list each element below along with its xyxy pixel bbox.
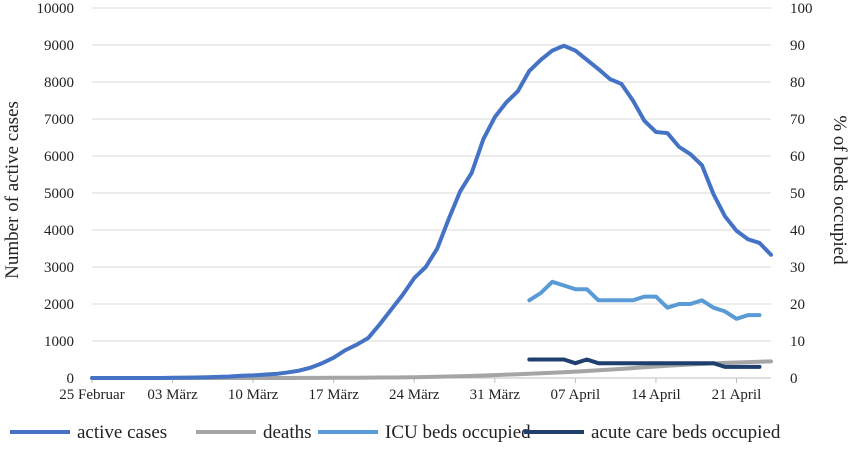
left-tick-label: 10000	[37, 1, 75, 17]
left-tick-label: 9000	[44, 38, 74, 54]
right-tick-label: 0	[790, 371, 798, 387]
x-tick-label: 25 Februar	[59, 387, 124, 403]
left-tick-label: 7000	[44, 112, 74, 128]
right-axis-title: % of beds occupied	[829, 115, 850, 265]
left-tick-label: 5000	[44, 186, 74, 202]
right-tick-label: 60	[790, 149, 805, 165]
left-tick-label: 4000	[44, 223, 74, 239]
right-tick-label: 90	[790, 38, 805, 54]
series-lines	[90, 43, 773, 380]
x-tick-label: 03 März	[147, 387, 198, 403]
legend-label: acute care beds occupied	[591, 422, 781, 443]
series-line-icu-beds-occupied	[527, 279, 762, 321]
right-tick-label: 100	[790, 1, 813, 17]
series-line-acute-care-beds-occupied	[527, 357, 762, 369]
right-tick-label: 20	[790, 297, 805, 313]
legend-label: deaths	[263, 422, 312, 443]
left-tick-label: 0	[67, 371, 75, 387]
right-axis-ticks: 0 10 20 30 40 50 60 70 80 90 100	[790, 1, 813, 387]
right-tick-label: 80	[790, 75, 805, 91]
gridlines	[92, 7, 771, 379]
x-axis-ticks: 25 Februar 03 März 10 März 17 März 24 März 31…	[59, 378, 761, 403]
x-tick-label: 17 März	[308, 387, 359, 403]
legend-label: active cases	[77, 422, 167, 443]
left-tick-label: 6000	[44, 149, 74, 165]
left-tick-label: 1000	[44, 334, 74, 350]
x-tick-label: 07 April	[551, 387, 601, 403]
x-tick-label: 21 April	[712, 387, 762, 403]
right-tick-label: 70	[790, 112, 805, 128]
legend-label: ICU beds occupied	[385, 422, 531, 443]
series-line-active-cases	[90, 43, 773, 380]
left-tick-label: 8000	[44, 75, 74, 91]
legend: active cases deaths ICU beds occupied acute…	[10, 422, 781, 443]
x-tick-label: 10 März	[228, 387, 279, 403]
right-tick-label: 10	[790, 334, 805, 350]
right-tick-label: 40	[790, 223, 805, 239]
right-tick-label: 30	[790, 260, 805, 276]
x-tick-label: 24 März	[389, 387, 440, 403]
x-tick-label: 14 April	[631, 387, 681, 403]
left-tick-label: 3000	[44, 260, 74, 276]
left-axis-title: Number of active cases	[2, 101, 23, 279]
right-tick-label: 50	[790, 186, 805, 202]
x-tick-label: 31 März	[470, 387, 521, 403]
left-tick-label: 2000	[44, 297, 74, 313]
left-axis-ticks: 0 1000 2000 3000 4000 5000 6000 7000 8000 9000 100…	[37, 1, 75, 387]
